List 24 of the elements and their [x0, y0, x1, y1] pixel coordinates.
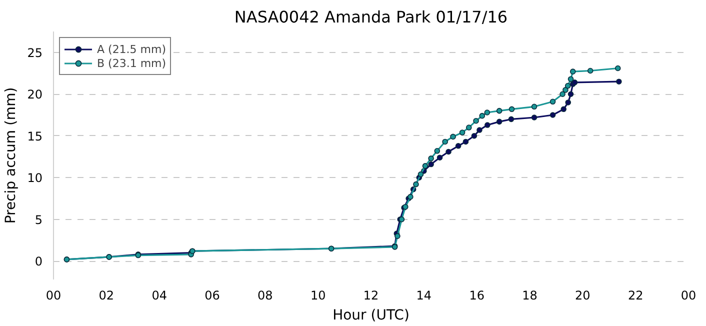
- legend-label: B (23.1 mm): [97, 56, 166, 70]
- y-tick-label: 0: [34, 254, 43, 269]
- x-tick-label: 00: [46, 288, 62, 302]
- y-axis-title: Precip accum (mm): [3, 87, 20, 224]
- x-tick-label: 16: [469, 288, 484, 302]
- x-tick-label: 10: [310, 288, 326, 302]
- x-tick-label: 08: [258, 288, 273, 302]
- x-tick-label: 06: [204, 288, 220, 302]
- y-tick-label: 15: [27, 129, 43, 144]
- y-tick-label: 25: [27, 46, 43, 60]
- y-tick-label: 20: [27, 88, 43, 102]
- x-tick-label: 04: [152, 288, 167, 302]
- x-tick-label: 18: [522, 288, 538, 302]
- x-tick-label: 02: [98, 288, 114, 302]
- y-tick-label: 10: [27, 171, 43, 186]
- x-tick-label: 00: [680, 288, 696, 302]
- x-axis-title: Hour (UTC): [332, 308, 410, 324]
- x-tick-label: 20: [575, 288, 590, 302]
- x-tick-label: 14: [416, 288, 432, 302]
- chart-title: NASA0042 Amanda Park 01/17/16: [234, 8, 508, 26]
- legend-label: A (21.5 mm): [97, 42, 166, 56]
- x-tick-label: 12: [363, 288, 379, 302]
- x-tick-label: 22: [628, 288, 644, 302]
- y-tick-label: 5: [34, 212, 43, 227]
